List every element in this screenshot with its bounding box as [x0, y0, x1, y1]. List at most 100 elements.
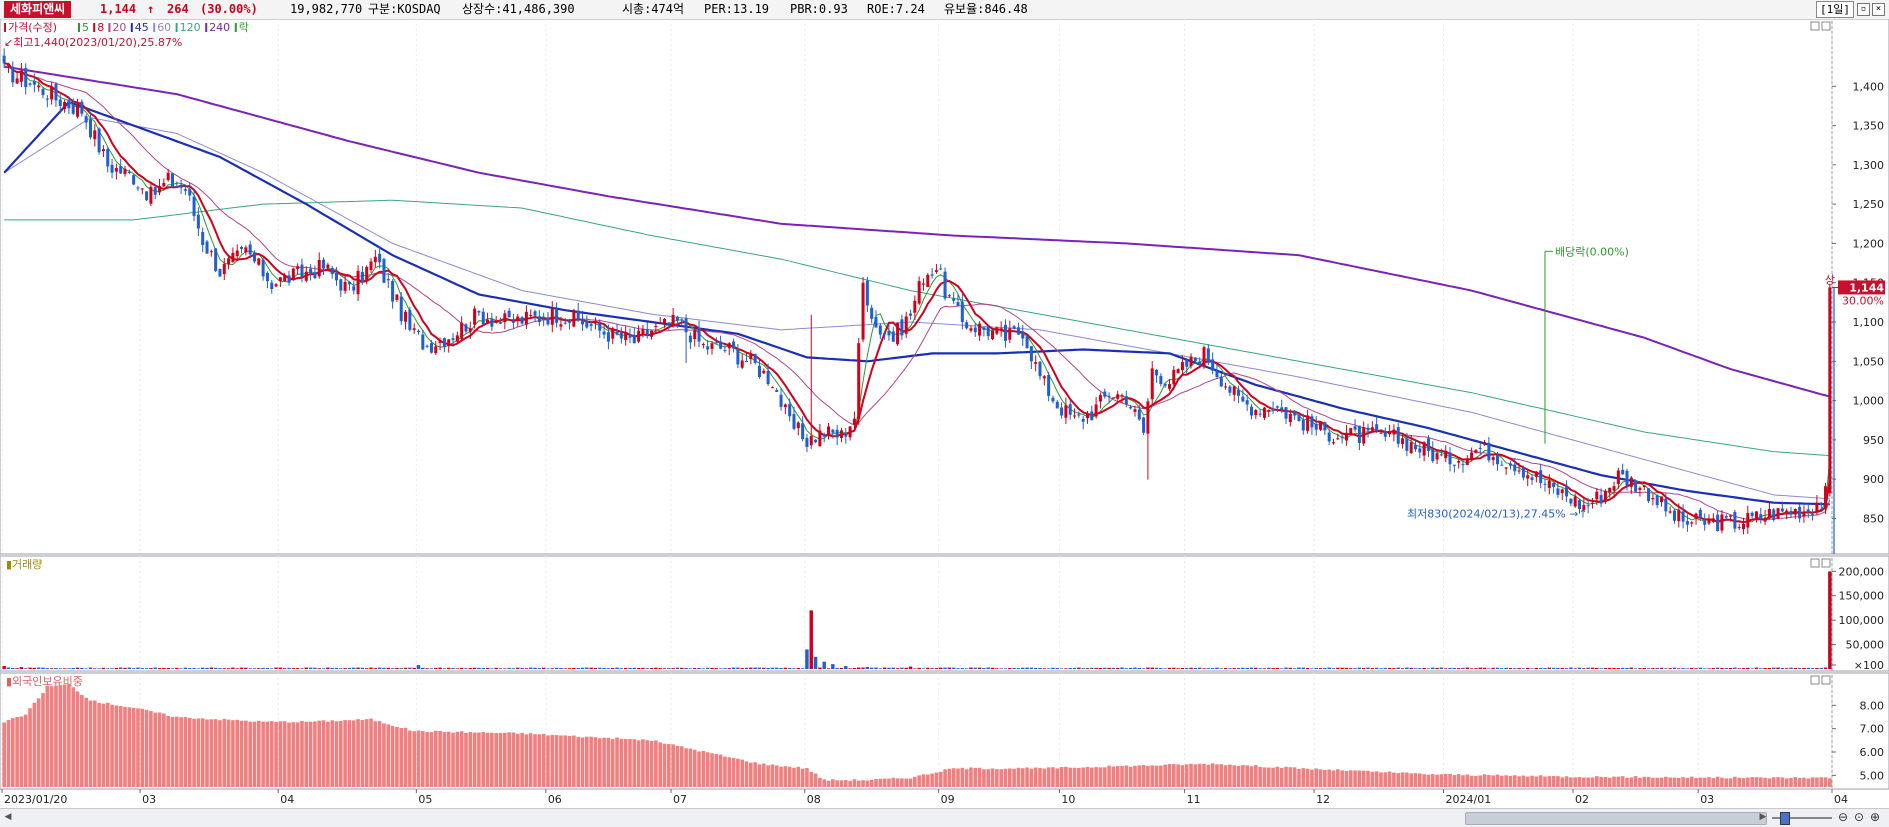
foreign-ownership-bar — [731, 757, 736, 787]
foreign-ownership-bar — [490, 732, 494, 787]
panel-restore-icon — [1810, 675, 1820, 685]
price-change-pct: (30.00%) — [200, 2, 258, 16]
volume-bar — [1400, 668, 1405, 669]
foreign-ownership-bar — [244, 720, 248, 787]
candle — [1288, 413, 1292, 423]
volume-axis-label: 50,000 — [1846, 639, 1885, 652]
candle — [857, 343, 861, 420]
volume-bar — [218, 668, 222, 669]
candle — [227, 258, 231, 265]
volume-bar — [1258, 668, 1262, 669]
volume-bar — [740, 668, 744, 669]
foreign-ownership-bar — [895, 778, 900, 787]
zoom-in-icon[interactable]: ⊕ — [1869, 810, 1881, 824]
foreign-ownership-bar — [1206, 764, 1211, 787]
foreign-ownership-bar — [1633, 776, 1638, 787]
volume-axis-label: ×100 — [1854, 659, 1884, 672]
volume-bar — [15, 668, 19, 669]
foreign-ownership-bar — [1780, 777, 1785, 787]
scroll-thumb[interactable] — [1465, 812, 1767, 825]
stock-chart[interactable]: 1,4001,3501,3001,2501,2001,1501,1001,050… — [0, 19, 1889, 808]
volume-bar — [1029, 667, 1034, 669]
foreign-ownership-bar — [157, 712, 162, 787]
candle — [805, 437, 809, 447]
scroll-right-icon[interactable]: ▶ — [1759, 812, 1767, 822]
zoom-slider-knob[interactable] — [1780, 812, 1790, 825]
candle — [766, 370, 770, 385]
volume-bar — [1137, 667, 1142, 669]
volume-bar — [1128, 667, 1133, 669]
foreign-ownership-bar — [528, 733, 533, 787]
volume-bar — [580, 667, 585, 669]
foreign-ownership-bar — [326, 721, 330, 787]
minimize-icon[interactable]: ▫ — [1857, 3, 1870, 16]
foreign-ownership-bar — [934, 772, 939, 787]
zoom-fit-icon[interactable]: ⊙ — [1853, 810, 1865, 824]
volume-bar — [503, 668, 507, 669]
zoom-slider-track[interactable] — [1772, 817, 1832, 819]
x-axis-label: 2024/01 — [1446, 793, 1492, 806]
candle — [1297, 414, 1301, 421]
foreign-ownership-bar — [852, 779, 857, 787]
period-selector[interactable]: [1일] — [1816, 1, 1854, 18]
volume-bar — [1318, 668, 1323, 669]
foreign-ownership-bar — [1750, 777, 1754, 787]
candle — [1336, 438, 1340, 440]
volume-bar — [1560, 667, 1564, 669]
candle — [201, 232, 205, 245]
last-pct-label: 30.00% — [1842, 294, 1884, 307]
foreign-ownership-bar — [1430, 774, 1435, 787]
volume-bar — [1094, 667, 1098, 669]
foreign-ownership-bar — [455, 731, 460, 787]
reserve-ratio: 유보율:846.48 — [944, 2, 1028, 16]
candle — [1353, 426, 1357, 430]
price-axis-label: 1,100 — [1853, 316, 1885, 329]
foreign-ownership-bar — [1651, 777, 1655, 787]
volume-bar — [930, 667, 934, 669]
foreign-ownership-bar — [1098, 767, 1103, 787]
foreign-ownership-bar — [809, 771, 814, 787]
foreign-ownership-bar — [1413, 773, 1418, 787]
foreign-ownership-bar — [1180, 765, 1185, 787]
foreign-ownership-bar — [472, 732, 477, 787]
legend-item: 20 — [112, 21, 126, 34]
foreign-ownership-bar — [218, 720, 222, 787]
foreign-ownership-bar — [136, 708, 140, 787]
candle — [110, 164, 114, 173]
candle — [1249, 406, 1254, 416]
scroll-left-icon[interactable]: ◀ — [4, 812, 12, 822]
x-axis-label: 04 — [280, 793, 294, 806]
foreign-ownership-bar — [1482, 774, 1487, 787]
zoom-out-icon[interactable]: ⊖ — [1837, 810, 1849, 824]
candle — [378, 253, 382, 263]
chart-scrollbar[interactable]: ◀ ▶ ⊖ ⊙ ⊕ — [0, 808, 1889, 827]
candle — [1133, 409, 1137, 412]
foreign-ownership-bar — [395, 727, 399, 787]
foreign-ownership-bar — [421, 731, 425, 787]
volume-bar — [800, 668, 805, 669]
foreign-ownership-bar — [675, 745, 680, 787]
candle — [801, 423, 805, 440]
volume-bar — [1754, 667, 1759, 669]
foreign-ownership-bar — [1659, 777, 1664, 787]
candle — [1672, 510, 1676, 521]
listed-shares: 상장수:41,486,390 — [462, 2, 575, 16]
close-icon[interactable]: × — [1872, 3, 1885, 16]
foreign-ownership-bar — [429, 732, 434, 787]
candle — [145, 191, 149, 201]
candle — [671, 314, 675, 327]
foreign-ownership-bar — [1797, 778, 1802, 787]
foreign-ownership-bar — [1064, 766, 1068, 787]
candle — [486, 319, 490, 324]
foreign-ownership-bar — [649, 740, 654, 787]
volume-bar — [1577, 667, 1582, 669]
foreign-ownership-bar — [1435, 774, 1439, 787]
stock-name[interactable]: 세화피앤씨 — [4, 1, 72, 18]
candle — [542, 318, 546, 320]
foreign-ownership-bar — [692, 749, 697, 787]
volume-bar — [1323, 668, 1327, 669]
candle — [1098, 395, 1102, 402]
candle — [1703, 520, 1707, 525]
candle — [645, 329, 649, 336]
volume-bar — [705, 667, 710, 669]
